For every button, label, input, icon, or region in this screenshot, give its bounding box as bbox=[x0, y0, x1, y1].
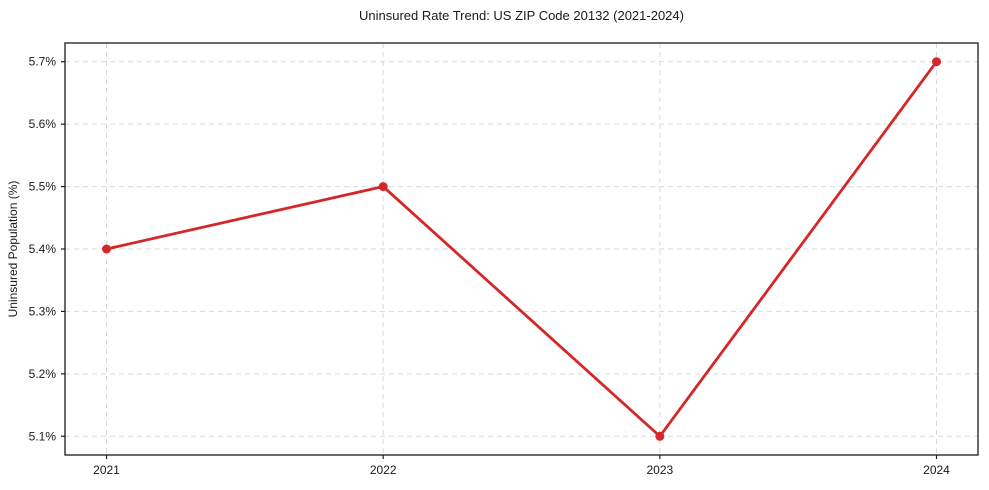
data-point-marker bbox=[655, 431, 665, 441]
data-point-marker bbox=[378, 182, 388, 192]
y-tick-label: 5.3% bbox=[29, 304, 57, 318]
x-tick-label: 2021 bbox=[93, 463, 120, 477]
y-tick-label: 5.4% bbox=[29, 242, 57, 256]
y-tick-label: 5.1% bbox=[29, 429, 57, 443]
y-tick-label: 5.5% bbox=[29, 180, 57, 194]
data-point-marker bbox=[102, 244, 111, 254]
y-tick-label: 5.6% bbox=[29, 117, 57, 131]
data-point-marker bbox=[932, 57, 941, 67]
y-tick-label: 5.7% bbox=[29, 55, 57, 69]
x-tick-label: 2023 bbox=[646, 463, 673, 477]
series-line bbox=[105, 60, 938, 438]
x-tick-label: 2022 bbox=[370, 463, 397, 477]
x-tick-label: 2024 bbox=[923, 463, 950, 477]
chart-title: Uninsured Rate Trend: US ZIP Code 20132 … bbox=[359, 8, 684, 23]
y-tick-label: 5.2% bbox=[29, 367, 57, 381]
